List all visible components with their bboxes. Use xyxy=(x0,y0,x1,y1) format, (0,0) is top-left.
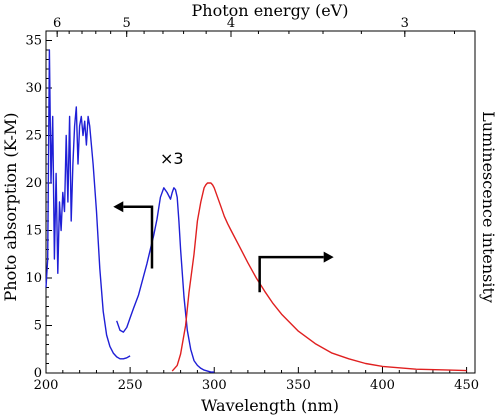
arrow-right-shaft xyxy=(258,255,324,293)
series-line-1 xyxy=(45,49,131,360)
series-line-3 xyxy=(171,182,467,372)
right-axis-title: Luminescence intensity xyxy=(479,111,498,303)
x-axis: 200 250 300 350 400 450 xyxy=(34,367,479,393)
x-axis-title: Wavelength (nm) xyxy=(201,396,339,415)
top-axis-title: Photon energy (eV) xyxy=(192,1,349,20)
plot-frame xyxy=(45,30,476,374)
x-tick-label: 350 xyxy=(286,378,311,393)
arrow-left-shaft xyxy=(123,205,154,269)
y-tick-label: 0 xyxy=(34,366,42,381)
y-tick-label: 10 xyxy=(25,271,42,286)
scale-annotation: ×3 xyxy=(160,149,184,168)
y-tick-label: 5 xyxy=(34,319,42,334)
plot-border xyxy=(45,30,476,374)
x-tick-label: 400 xyxy=(370,378,395,393)
top-tick-label: 5 xyxy=(123,16,131,31)
top-tick-label: 4 xyxy=(227,16,235,31)
y-axis-title: Photo absorption (K-M) xyxy=(1,113,20,302)
y-tick-label: 30 xyxy=(25,81,42,96)
x-tick-label: 250 xyxy=(118,378,143,393)
top-axis: 6 5 4 3 xyxy=(53,16,455,37)
arrows-group xyxy=(113,201,334,293)
x-tick-label: 450 xyxy=(454,378,479,393)
top-tick-label: 6 xyxy=(53,16,61,31)
x-tick-label: 200 xyxy=(34,378,59,393)
arrow-left-head xyxy=(113,201,124,213)
series-group xyxy=(45,49,467,373)
x-tick-label: 300 xyxy=(202,378,227,393)
y-tick-label: 25 xyxy=(25,129,42,144)
y-tick-label: 20 xyxy=(25,176,42,191)
y-tick-label: 15 xyxy=(25,224,42,239)
series-line-2 xyxy=(116,187,215,373)
arrow-right-head xyxy=(323,251,334,263)
y-tick-label: 35 xyxy=(25,34,42,49)
top-tick-label: 3 xyxy=(401,16,409,31)
